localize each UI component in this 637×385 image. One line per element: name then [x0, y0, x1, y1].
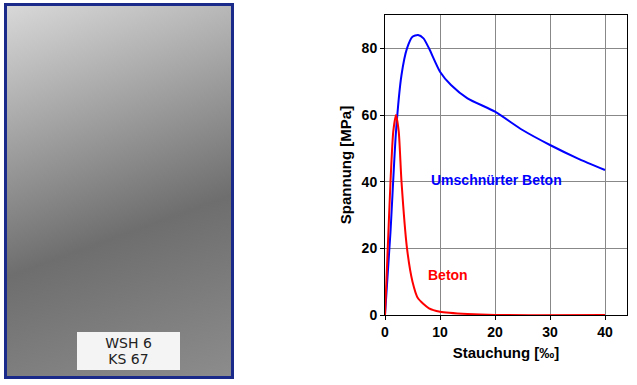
svg-text:Spannung [MPa]: Spannung [MPa]	[337, 106, 354, 224]
svg-text:0: 0	[369, 307, 377, 323]
svg-text:80: 80	[362, 40, 378, 56]
svg-text:20: 20	[362, 240, 378, 256]
svg-text:20: 20	[487, 324, 503, 340]
svg-text:Beton: Beton	[428, 267, 468, 283]
svg-text:Umschnürter Beton: Umschnürter Beton	[431, 172, 562, 188]
svg-text:0: 0	[381, 324, 389, 340]
svg-text:40: 40	[597, 324, 613, 340]
svg-text:10: 10	[432, 324, 448, 340]
svg-text:Stauchung [‰]: Stauchung [‰]	[453, 344, 560, 361]
html-text:KS 67: KS 67	[108, 351, 149, 367]
svg-text:60: 60	[362, 107, 378, 123]
html-text:WSH 6: WSH 6	[105, 335, 152, 351]
svg-text:40: 40	[362, 174, 378, 190]
svg-text:30: 30	[542, 324, 558, 340]
